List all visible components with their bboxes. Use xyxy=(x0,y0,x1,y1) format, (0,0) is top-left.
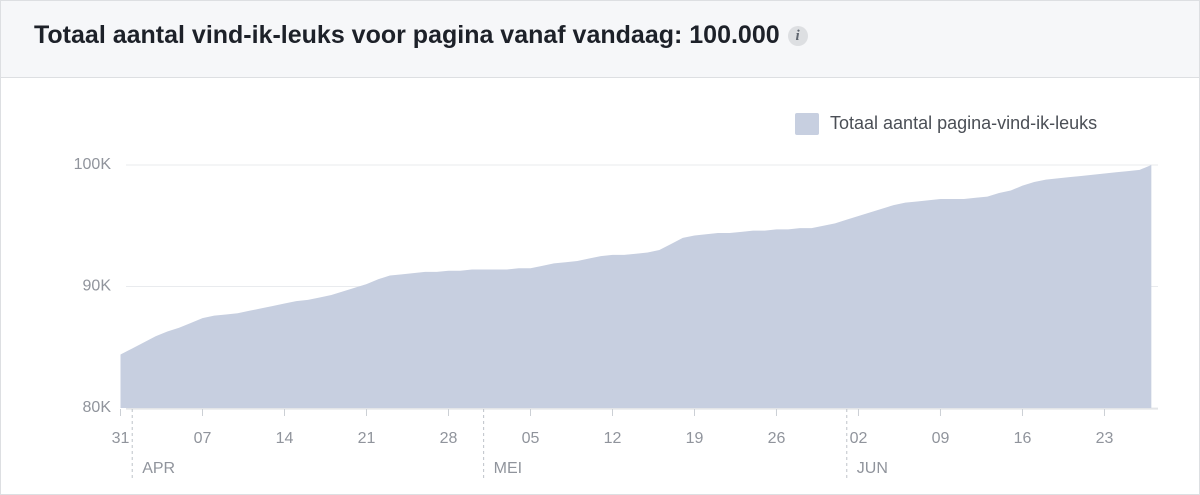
x-tick-label: 12 xyxy=(604,430,622,447)
month-label: MEI xyxy=(494,460,522,477)
x-tick-label: 28 xyxy=(440,430,458,447)
y-tick-label: 90K xyxy=(83,278,112,295)
legend-swatch xyxy=(795,113,819,135)
panel-title: Totaal aantal vind-ik-leuks voor pagina … xyxy=(34,21,808,50)
x-tick-label: 16 xyxy=(1014,430,1032,447)
x-tick-label: 19 xyxy=(686,430,704,447)
area xyxy=(120,165,1152,408)
panel-header: Totaal aantal vind-ik-leuks voor pagina … xyxy=(1,1,1199,78)
x-tick-label: 23 xyxy=(1096,430,1114,447)
legend-label: Totaal aantal pagina-vind-ik-leuks xyxy=(830,113,1097,133)
month-label: JUN xyxy=(857,460,888,477)
y-tick-label: 80K xyxy=(83,399,112,416)
title-text: Totaal aantal vind-ik-leuks voor pagina … xyxy=(34,21,780,49)
x-tick-label: 31 xyxy=(112,430,130,447)
info-icon[interactable]: i xyxy=(787,26,808,46)
y-tick-label: 100K xyxy=(74,156,112,173)
x-tick-label: 21 xyxy=(358,430,376,447)
x-tick-label: 07 xyxy=(194,430,212,447)
x-tick-label: 09 xyxy=(932,430,950,447)
month-label: APR xyxy=(142,460,175,477)
x-tick-label: 05 xyxy=(522,430,540,447)
x-tick-label: 02 xyxy=(850,430,868,447)
x-tick-label: 26 xyxy=(768,430,786,447)
x-tick-label: 14 xyxy=(276,430,294,447)
